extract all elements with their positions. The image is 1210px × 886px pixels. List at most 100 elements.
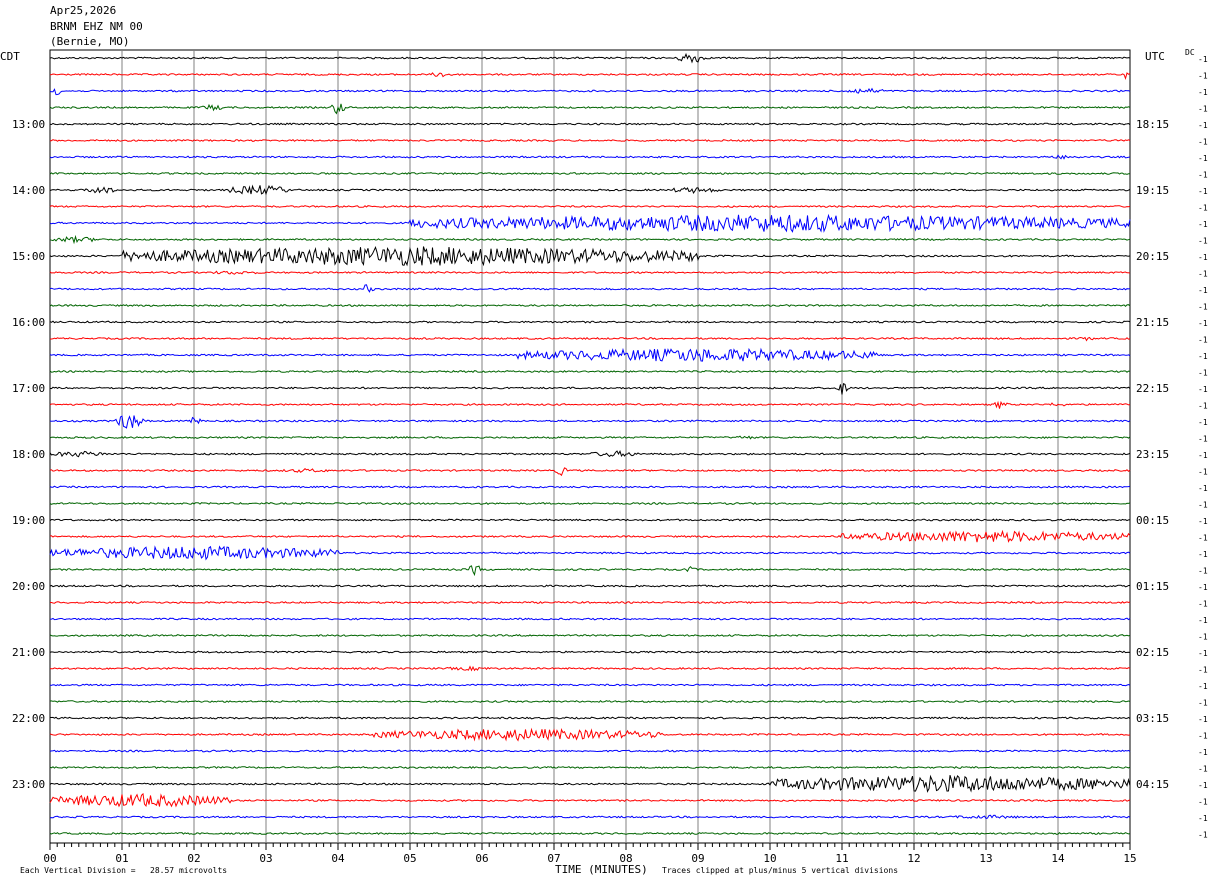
left-hour-label: 20:00	[12, 580, 45, 593]
x-tick-label: 09	[691, 852, 704, 865]
clip-note: Traces clipped at plus/minus 5 vertical …	[662, 866, 899, 875]
seismic-trace	[49, 304, 1131, 307]
right-hour-label: 19:15	[1136, 184, 1169, 197]
dc-offset-label: -1	[1198, 534, 1208, 543]
dc-offset-label: -1	[1198, 765, 1208, 774]
left-hour-label: 17:00	[12, 382, 45, 395]
left-hour-label: 22:00	[12, 712, 45, 725]
dc-offset-label: -1	[1198, 798, 1208, 807]
seismic-trace	[49, 529, 1131, 543]
left-hour-label: 16:00	[12, 316, 45, 329]
seismic-trace	[49, 139, 1131, 142]
right-hour-label: 21:15	[1136, 316, 1169, 329]
x-tick-label: 05	[403, 852, 416, 865]
dc-offset-label: -1	[1198, 484, 1208, 493]
header-location: (Bernie, MO)	[50, 35, 130, 48]
left-hour-label: 21:00	[12, 646, 45, 659]
dc-offset-label: -1	[1198, 204, 1208, 213]
seismic-trace	[49, 234, 1131, 245]
seismic-trace	[49, 665, 1131, 672]
dc-offset-label: -1	[1198, 154, 1208, 163]
seismic-trace	[49, 650, 1131, 654]
dc-offset-label: -1	[1198, 220, 1208, 229]
right-hour-label: 03:15	[1136, 712, 1169, 725]
dc-label: DC	[1185, 48, 1195, 57]
seismic-trace	[49, 87, 1131, 96]
dc-offset-label: -1	[1198, 501, 1208, 510]
x-tick-label: 04	[331, 852, 345, 865]
dc-offset-label: -1	[1198, 435, 1208, 444]
dc-offset-label: -1	[1198, 517, 1208, 526]
dc-offset-label: -1	[1198, 666, 1208, 675]
dc-offset-label: -1	[1198, 286, 1208, 295]
dc-offset-label: -1	[1198, 451, 1208, 460]
seismic-trace	[49, 774, 1131, 793]
dc-offset-label: -1	[1198, 699, 1208, 708]
x-tick-label: 08	[619, 852, 632, 865]
dc-offset-label: -1	[1198, 748, 1208, 757]
dc-offset-label: -1	[1198, 138, 1208, 147]
dc-offset-label: -1	[1198, 831, 1208, 840]
x-tick-label: 10	[763, 852, 776, 865]
dc-offset-label: -1	[1198, 468, 1208, 477]
x-tick-label: 01	[115, 852, 128, 865]
left-hour-label: 23:00	[12, 778, 45, 791]
dc-offset-label: -1	[1198, 253, 1208, 262]
right-hour-label: 22:15	[1136, 382, 1169, 395]
seismic-trace	[49, 501, 1131, 505]
seismic-trace	[49, 400, 1131, 409]
seismic-trace	[49, 103, 1131, 115]
header-station: BRNM EHZ NM 00	[50, 20, 143, 33]
seismic-trace	[49, 246, 1131, 267]
seismic-trace	[49, 122, 1131, 126]
x-tick-label: 00	[43, 852, 56, 865]
dc-offset-label: -1	[1198, 616, 1208, 625]
dc-offset-label: -1	[1198, 72, 1208, 81]
plot-frame	[49, 49, 1131, 844]
axis-label-group: -1 -1 -1 -1 -1 -1 -1 -1 -1 -1 -1 -1 -1 -1 -1 -1 -1 -1 -1 -1…	[12, 55, 1208, 840]
seismic-trace	[49, 766, 1131, 770]
seismic-trace	[49, 634, 1131, 637]
dc-offset-label: -1	[1198, 385, 1208, 394]
right-hour-label: 23:15	[1136, 448, 1169, 461]
seismic-trace	[49, 792, 1131, 808]
seismic-trace	[49, 270, 1131, 275]
seismic-trace	[49, 518, 1131, 522]
dc-offset-label: -1	[1198, 55, 1208, 64]
seismic-trace	[49, 382, 1131, 395]
seismic-trace	[49, 336, 1131, 342]
left-hour-label: 15:00	[12, 250, 45, 263]
dc-offset-label: -1	[1198, 402, 1208, 411]
x-tick-label: 11	[835, 852, 848, 865]
dc-offset-label: -1	[1198, 418, 1208, 427]
x-tick-label: 02	[187, 852, 200, 865]
seismic-trace	[49, 467, 1131, 477]
dc-offset-label: -1	[1198, 715, 1208, 724]
dc-offset-label: -1	[1198, 567, 1208, 576]
seismic-trace	[49, 370, 1131, 373]
dc-offset-label: -1	[1198, 303, 1208, 312]
seismic-trace	[49, 450, 1131, 458]
left-axis-label: CDT	[0, 50, 20, 63]
seismic-trace	[49, 435, 1131, 440]
dc-offset-label: -1	[1198, 781, 1208, 790]
seismic-trace	[49, 727, 1131, 742]
seismic-trace	[49, 831, 1131, 836]
dc-offset-label: -1	[1198, 270, 1208, 279]
dc-offset-label: -1	[1198, 319, 1208, 328]
x-tick-label: 12	[907, 852, 920, 865]
seismic-trace	[49, 683, 1131, 687]
x-axis-title: TIME (MINUTES)	[555, 863, 648, 876]
seismic-trace	[49, 184, 1131, 196]
seismic-trace	[49, 320, 1131, 324]
right-hour-label: 02:15	[1136, 646, 1169, 659]
dc-offset-label: -1	[1198, 336, 1208, 345]
right-hour-label: 01:15	[1136, 580, 1169, 593]
dc-offset-label: -1	[1198, 187, 1208, 196]
dc-offset-label: -1	[1198, 583, 1208, 592]
right-hour-label: 18:15	[1136, 118, 1169, 131]
seismic-trace	[49, 52, 1131, 64]
dc-offset-label: -1	[1198, 682, 1208, 691]
plot-grid	[49, 49, 1131, 844]
seismic-trace	[49, 485, 1131, 489]
